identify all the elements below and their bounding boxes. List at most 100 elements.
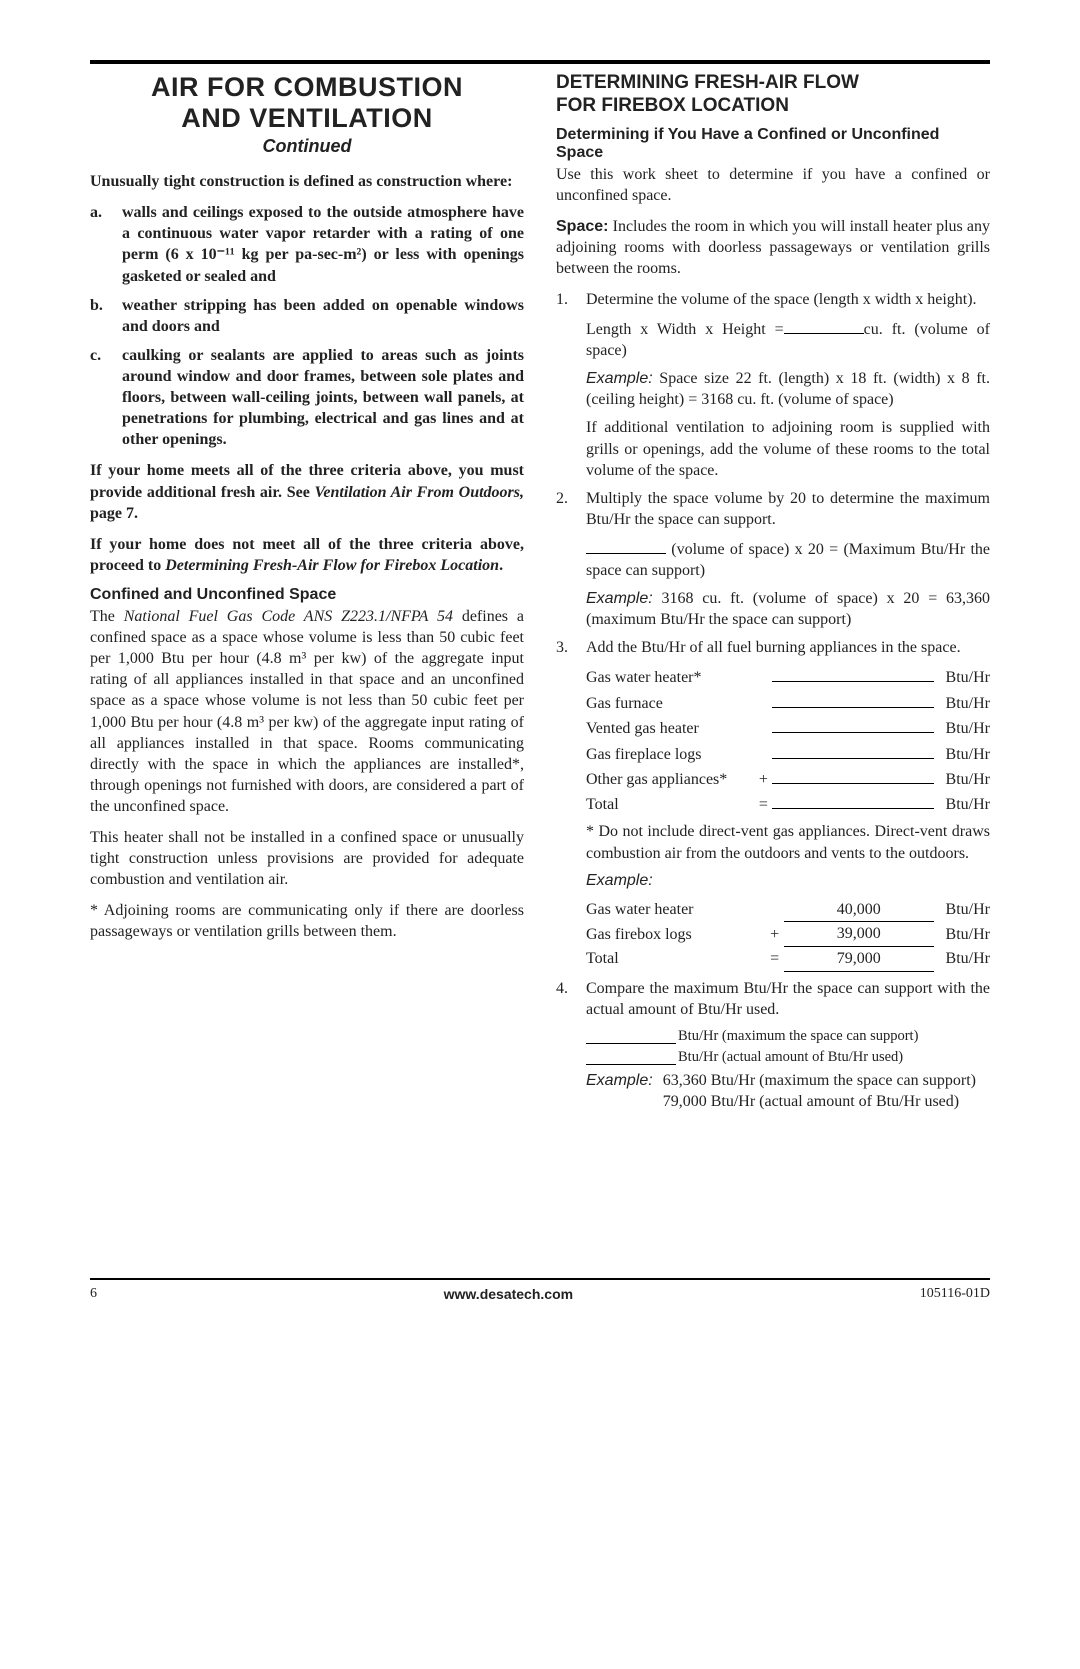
appl-2-op (754, 690, 772, 715)
step2-blank (586, 537, 666, 554)
right-subhead: Determining if You Have a Confined or Un… (556, 126, 990, 162)
appl-2-name: Gas furnace (586, 690, 754, 715)
appliance-row-4: Gas fireplace logs Btu/Hr (586, 741, 990, 766)
not-meet-para: If your home does not meet all of the th… (90, 534, 524, 576)
appl-3-name: Vented gas heater (586, 715, 754, 740)
page-footer: 6 www.desatech.com 105116-01D (90, 1278, 990, 1302)
right-head-2: FOR FIREBOX LOCATION (556, 95, 789, 116)
confined-p1-pre: The (90, 608, 124, 625)
appliance-table: Gas water heater* Btu/Hr Gas furnace Btu… (586, 665, 990, 817)
step4-example-label: Example: (586, 1070, 653, 1112)
marker-c: c. (90, 345, 101, 366)
continued-label: Continued (90, 136, 524, 157)
ex-1-unit: Btu/Hr (934, 898, 990, 922)
appl-4-op (754, 741, 772, 766)
not-meet-post: . (499, 557, 503, 574)
left-column: AIR FOR COMBUSTION AND VENTILATION Conti… (90, 72, 524, 1118)
step-1: 1. Determine the volume of the space (le… (586, 289, 990, 482)
ex-3-unit: Btu/Hr (934, 946, 990, 971)
ex-2-name: Gas firebox logs (586, 922, 766, 947)
confined-p2: This heater shall not be installed in a … (90, 827, 524, 890)
step1-example: Example: Space size 22 ft. (length) x 18… (586, 368, 990, 411)
ex-row-3: Total = 79,000 Btu/Hr (586, 946, 990, 971)
appl-5-line (772, 766, 934, 791)
appliance-row-1: Gas water heater* Btu/Hr (586, 665, 990, 690)
right-column: DETERMINING FRESH-AIR FLOW FOR FIREBOX L… (556, 72, 990, 1118)
appl-total-line (772, 792, 934, 817)
meets-ref: Ventilation Air From Outdoors, (314, 484, 524, 501)
intro-paragraph: Unusually tight construction is defined … (90, 171, 524, 192)
confined-p1-post: defines a confined space as a space whos… (90, 608, 524, 815)
ex-row-2: Gas firebox logs + 39,000 Btu/Hr (586, 922, 990, 947)
criteria-c-text: caulking or sealants are applied to area… (122, 347, 524, 448)
step-4: 4. Compare the maximum Btu/Hr the space … (586, 978, 990, 1113)
step4-ex2: 79,000 Btu/Hr (actual amount of Btu/Hr u… (663, 1091, 990, 1112)
space-label: Space: (556, 218, 608, 235)
appl-total-op: = (754, 792, 772, 817)
appl-5-op: + (754, 766, 772, 791)
marker-b: b. (90, 295, 103, 316)
steps-list: 1. Determine the volume of the space (le… (556, 289, 990, 1112)
appl-total-unit: Btu/Hr (934, 792, 990, 817)
direct-vent-note: * Do not include direct-vent gas applian… (586, 821, 990, 864)
step4-ex1: 63,360 Btu/Hr (maximum the space can sup… (663, 1070, 990, 1091)
ex-3-name: Total (586, 946, 766, 971)
appliance-row-2: Gas furnace Btu/Hr (586, 690, 990, 715)
step1-example-label: Example: (586, 370, 653, 387)
footer-url: www.desatech.com (444, 1286, 573, 1302)
confined-note: * Adjoining rooms are communicating only… (90, 900, 524, 942)
appl-4-name: Gas fireplace logs (586, 741, 754, 766)
ex-2-unit: Btu/Hr (934, 922, 990, 947)
confined-p1-ref: National Fuel Gas Code ANS Z223.1/NFPA 5… (124, 608, 453, 625)
footer-doc-id: 105116-01D (920, 1286, 990, 1302)
compare-row-2: Btu/Hr (actual amount of Btu/Hr used) (586, 1048, 990, 1068)
appl-1-op (754, 665, 772, 690)
step2-example: Example: 3168 cu. ft. (volume of space) … (586, 588, 990, 631)
step1-formula: Length x Width x Height =cu. ft. (volume… (586, 317, 990, 362)
content-columns: AIR FOR COMBUSTION AND VENTILATION Conti… (90, 72, 990, 1118)
footer-page-number: 6 (90, 1286, 97, 1302)
appl-2-line (772, 690, 934, 715)
compare-block: Btu/Hr (maximum the space can support) B… (586, 1027, 990, 1068)
marker-3: 3. (556, 637, 568, 659)
criteria-b-text: weather stripping has been added on open… (122, 297, 524, 335)
compare-1-blank (586, 1027, 676, 1044)
appl-total-name: Total (586, 792, 754, 817)
ex-row-1: Gas water heater 40,000 Btu/Hr (586, 898, 990, 922)
right-intro: Use this work sheet to determine if you … (556, 164, 990, 206)
step4-example-body: 63,360 Btu/Hr (maximum the space can sup… (663, 1070, 990, 1112)
step1-formula-pre: Length x Width x Height = (586, 321, 784, 338)
criteria-list: a. walls and ceilings exposed to the out… (90, 202, 524, 450)
step-2: 2. Multiply the space volume by 20 to de… (586, 488, 990, 631)
title-line-1: AIR FOR COMBUSTION (151, 72, 463, 102)
marker-a: a. (90, 202, 102, 223)
ex-1-name: Gas water heater (586, 898, 766, 922)
ex-1-val: 40,000 (784, 898, 934, 922)
right-head-1: DETERMINING FRESH-AIR FLOW (556, 72, 859, 93)
appl-3-op (754, 715, 772, 740)
criteria-a-text: walls and ceilings exposed to the outsid… (122, 204, 524, 284)
step2-example-label: Example: (586, 590, 653, 607)
ex-2-op: + (766, 922, 784, 947)
marker-1: 1. (556, 289, 568, 311)
ex-1-op (766, 898, 784, 922)
example-table-label: Example: (586, 870, 990, 892)
appl-3-line (772, 715, 934, 740)
ex-3-op: = (766, 946, 784, 971)
appl-3-unit: Btu/Hr (934, 715, 990, 740)
appl-4-unit: Btu/Hr (934, 741, 990, 766)
step4-text: Compare the maximum Btu/Hr the space can… (586, 978, 990, 1021)
criteria-item-a: a. walls and ceilings exposed to the out… (122, 202, 524, 286)
appl-4-line (772, 741, 934, 766)
marker-2: 2. (556, 488, 568, 510)
appl-1-unit: Btu/Hr (934, 665, 990, 690)
top-rule (90, 60, 990, 64)
main-title: AIR FOR COMBUSTION AND VENTILATION (90, 72, 524, 134)
appliance-row-3: Vented gas heater Btu/Hr (586, 715, 990, 740)
step2-formula: (volume of space) x 20 = (Maximum Btu/Hr… (586, 537, 990, 582)
compare-1-text: Btu/Hr (maximum the space can support) (678, 1027, 918, 1047)
appl-5-unit: Btu/Hr (934, 766, 990, 791)
space-definition: Space: Includes the room in which you wi… (556, 216, 990, 279)
appl-1-name: Gas water heater* (586, 665, 754, 690)
step1-addl: If additional ventilation to adjoining r… (586, 417, 990, 482)
